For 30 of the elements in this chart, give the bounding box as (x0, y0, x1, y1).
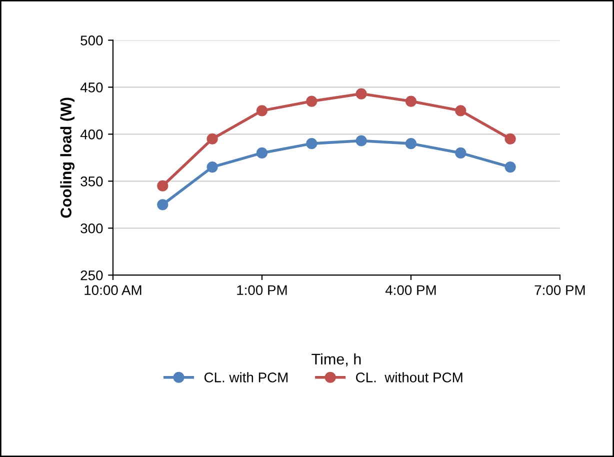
point (306, 138, 318, 150)
y-tick-label: 500 (80, 36, 103, 46)
point (256, 105, 268, 116)
x-tick-label: 7:00 PM (534, 285, 585, 296)
legend-label: CL. with PCM (204, 372, 288, 382)
point (356, 135, 367, 146)
point (356, 88, 367, 100)
x-axis-title: Time, h (312, 353, 361, 366)
point (455, 147, 466, 159)
point (405, 138, 417, 150)
y-tick-label: 350 (80, 176, 103, 186)
point (157, 199, 168, 210)
point (157, 180, 168, 192)
point (206, 133, 218, 144)
y-tick-label: 450 (80, 82, 103, 92)
point (504, 162, 516, 173)
point (455, 105, 466, 116)
y-tick-label: 400 (80, 130, 103, 140)
y-tick-label: 250 (80, 270, 103, 280)
legend-label: CL. without PCM (356, 372, 462, 382)
x-tick-label: 4:00 PM (385, 285, 436, 296)
point (206, 162, 218, 173)
y-tick-label: 300 (80, 223, 103, 234)
x-tick-label: 10:00 AM (84, 285, 142, 296)
y-axis-title: Cooling load (W) (60, 98, 75, 218)
point (256, 147, 268, 159)
point (306, 96, 318, 107)
point (405, 96, 417, 107)
x-tick-label: 1:00 PM (237, 285, 287, 296)
point (504, 133, 516, 144)
